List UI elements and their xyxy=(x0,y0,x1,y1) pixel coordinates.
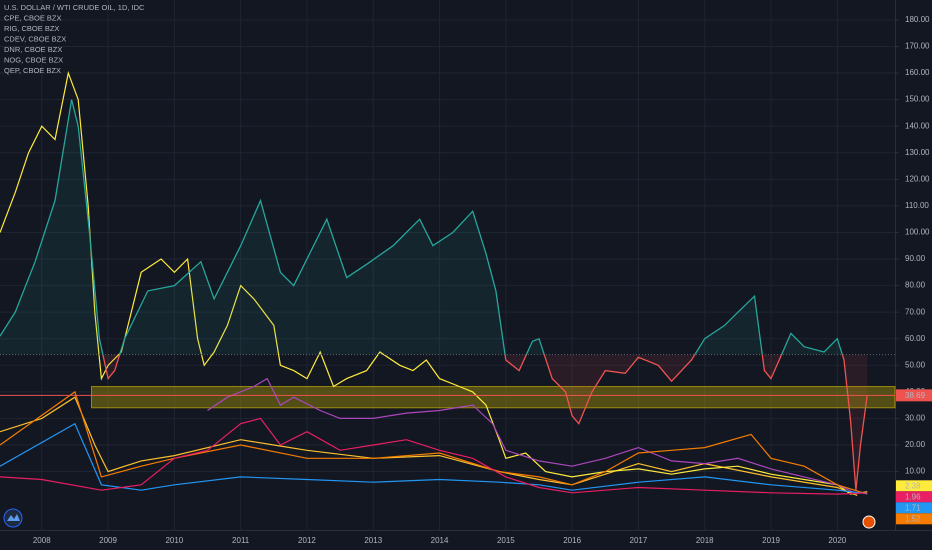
line-series xyxy=(0,99,844,355)
y-tick-label: 100.00 xyxy=(905,228,930,237)
legend-entry: RIG, CBOE BZX xyxy=(4,24,59,33)
line-series xyxy=(0,70,868,495)
y-tick-label: 120.00 xyxy=(905,174,930,183)
price-label-bg xyxy=(896,389,932,402)
price-label-bg xyxy=(896,513,932,525)
price-label: 2.38 xyxy=(905,481,921,490)
legend-entry: CPE, CBOE BZX xyxy=(4,13,62,22)
plot-layer xyxy=(0,0,899,530)
line-series xyxy=(0,422,868,495)
y-tick-label: 80.00 xyxy=(905,281,926,290)
price-label-bg xyxy=(896,480,932,492)
line-series xyxy=(207,377,858,495)
x-tick-label: 2010 xyxy=(165,536,183,545)
price-label: 1.52 xyxy=(905,514,921,523)
price-label: 1.96 xyxy=(905,492,921,501)
y-tick-label: 150.00 xyxy=(905,95,930,104)
x-tick-label: 2014 xyxy=(431,536,449,545)
x-tick-label: 2018 xyxy=(696,536,714,545)
x-tick-label: 2008 xyxy=(33,536,51,545)
logo-glyph xyxy=(7,514,20,521)
legend-entry: DNR, CBOE BZX xyxy=(4,45,62,54)
highlight-band xyxy=(90,386,896,409)
x-tick-label: 2020 xyxy=(828,536,846,545)
x-tick-label: 2011 xyxy=(232,536,250,545)
y-tick-label: 90.00 xyxy=(905,254,926,263)
x-tick-label: 2012 xyxy=(298,536,316,545)
line-series xyxy=(0,390,868,495)
line-series xyxy=(102,354,868,491)
x-tick-label: 2019 xyxy=(762,536,780,545)
price-label-bg xyxy=(896,502,932,514)
y-tick-label: 160.00 xyxy=(905,68,930,77)
x-tick-label: 2015 xyxy=(497,536,515,545)
x-tick-label: 2016 xyxy=(563,536,581,545)
price-label: 1.71 xyxy=(905,503,921,512)
legend-entry: U.S. DOLLAR / WTI CRUDE OIL, 1D, IDC xyxy=(4,3,145,12)
x-tick-label: 2009 xyxy=(99,536,117,545)
y-tick-label: 110.00 xyxy=(905,201,929,210)
y-tick-label: 10.00 xyxy=(905,467,926,476)
y-tick-label: 30.00 xyxy=(905,414,926,423)
legend-entry: QEP, CBOE BZX xyxy=(4,66,61,75)
price-label-bg xyxy=(896,491,932,503)
y-tick-label: 170.00 xyxy=(905,42,930,51)
legend-entry: CDEV, CBOE BZX xyxy=(4,34,66,43)
event-icon[interactable] xyxy=(862,515,876,529)
y-tick-label: 70.00 xyxy=(905,307,926,316)
price-label: 38.69 xyxy=(905,391,926,400)
y-tick-label: 60.00 xyxy=(905,334,926,343)
line-series xyxy=(0,417,868,495)
x-tick-label: 2017 xyxy=(630,536,648,545)
x-tick-label: 2013 xyxy=(364,536,382,545)
y-tick-label: 50.00 xyxy=(905,360,926,369)
y-tick-label: 20.00 xyxy=(905,440,926,449)
y-tick-label: 140.00 xyxy=(905,121,930,130)
line-series xyxy=(0,396,858,497)
legend-entry: NOG, CBOE BZX xyxy=(4,55,63,64)
y-tick-label: 180.00 xyxy=(905,15,930,24)
y-tick-label: 130.00 xyxy=(905,148,930,157)
